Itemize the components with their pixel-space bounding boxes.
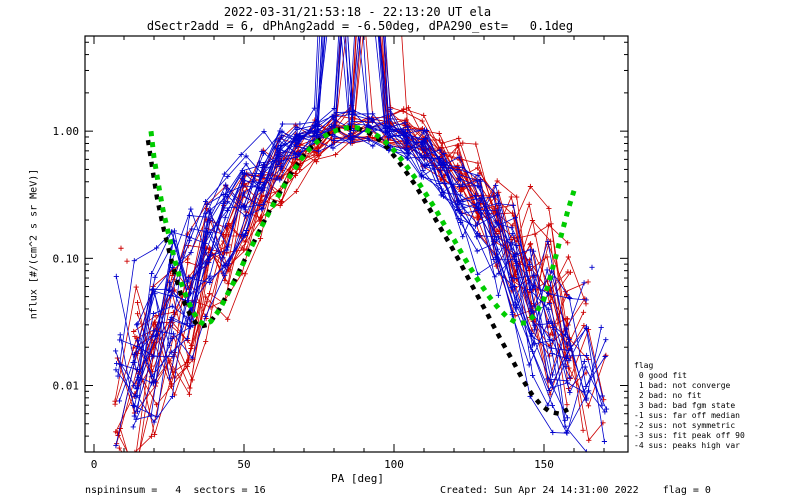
spin-curve-blue xyxy=(136,36,607,434)
data-layer xyxy=(112,36,610,452)
spin-curve-markers xyxy=(118,119,570,392)
flag-legend: flag 0 good fit 1 bad: not converge 2 ba… xyxy=(634,361,745,451)
outlier-point xyxy=(124,258,130,264)
legend-line: -4 sus: peaks high var xyxy=(634,441,740,450)
y-axis-label: nflux [#/(cm^2 s sr MeV)] xyxy=(28,168,40,320)
svg-text:150: 150 xyxy=(534,458,554,471)
svg-text:1.00: 1.00 xyxy=(53,125,80,138)
footer-spin-info: nspininsum = 4 sectors = 16 xyxy=(85,485,266,496)
svg-text:100: 100 xyxy=(384,458,404,471)
spin-curve-blue xyxy=(137,36,606,434)
legend-line: 1 bad: not converge xyxy=(634,381,731,390)
spin-curve-markers xyxy=(135,118,573,383)
spin-curve-red xyxy=(116,36,571,444)
outlier-point xyxy=(118,245,124,251)
spin-curve-red xyxy=(114,126,589,402)
legend-line: 0 good fit xyxy=(634,371,687,380)
svg-text:50: 50 xyxy=(237,458,250,471)
median-fit-black-dashed xyxy=(145,125,569,417)
spin-curve-markers xyxy=(131,117,607,445)
spin-curve-markers xyxy=(130,112,571,363)
spin-curve-blue xyxy=(120,36,567,390)
svg-text:0.10: 0.10 xyxy=(53,252,80,265)
spin-curve-markers xyxy=(113,121,570,386)
spin-curve-blue xyxy=(136,36,572,392)
spin-curve-markers xyxy=(114,105,574,447)
spin-curve-blue xyxy=(115,125,606,398)
spin-curve-red xyxy=(134,36,568,452)
legend-line: -2 sus: not symmetric xyxy=(634,421,736,430)
spin-curve-red xyxy=(114,36,586,405)
spin-curve-blue xyxy=(115,36,570,408)
spin-curve-markers xyxy=(131,129,604,403)
outlier-point xyxy=(589,264,595,270)
legend-line: -1 sus: far off median xyxy=(634,411,740,420)
plot-title: 2022-03-31/21:53:18 - 22:13:20 UT ela xyxy=(223,5,492,19)
svg-text:0.01: 0.01 xyxy=(53,380,80,393)
x-axis-label: PA [deg] xyxy=(331,472,384,485)
legend-line: 3 bad: bad fgm state xyxy=(634,401,736,410)
axes: 0 50 100 150 0.01 0.10 1.00 xyxy=(53,35,629,471)
spin-curve-blue xyxy=(132,36,587,452)
legend-line: -3 sus: fit peak off 90 xyxy=(634,431,745,440)
spin-curve-markers xyxy=(117,111,570,422)
spin-curve-blue xyxy=(137,36,607,393)
plot-subtitle: dSectr2add = 6, dPhAng2add = -6.50deg, d… xyxy=(146,19,574,33)
spin-curve-blue xyxy=(133,36,605,442)
spin-curve-markers xyxy=(134,124,610,436)
legend-line: 2 bad: no fit xyxy=(634,391,702,400)
legend-title: flag xyxy=(634,361,654,370)
svg-text:0: 0 xyxy=(91,458,98,471)
spin-curve-markers xyxy=(114,115,606,443)
spin-curve-red xyxy=(115,137,569,432)
spin-curve-blue xyxy=(119,124,603,402)
footer-created-info: Created: Sun Apr 24 14:31:00 2022 flag =… xyxy=(440,485,711,496)
